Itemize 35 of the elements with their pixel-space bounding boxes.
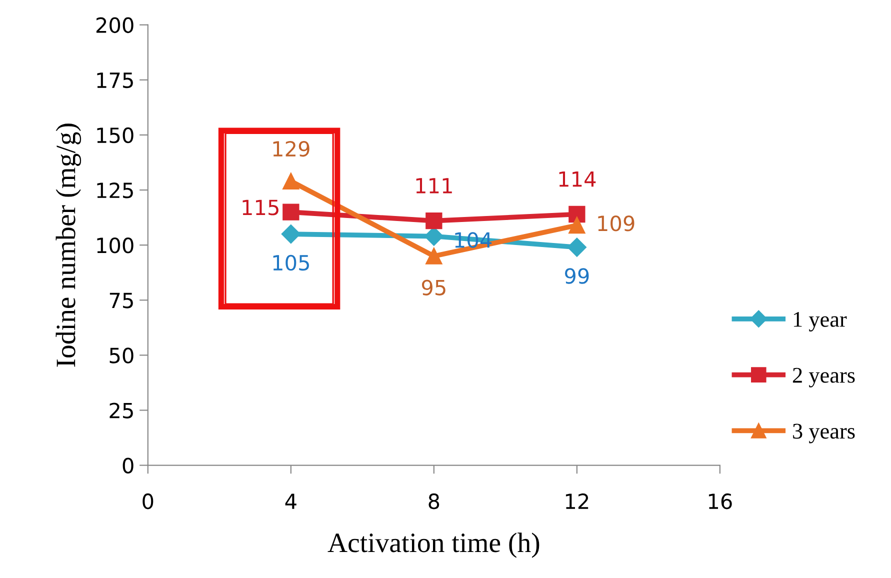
legend-label: 2 years — [792, 368, 855, 388]
legend-label: 1 year — [794, 312, 847, 332]
data-label: 95 — [422, 280, 446, 296]
x-tick-label: 16 — [708, 493, 732, 510]
x-tick-label: 4 — [285, 494, 296, 509]
data-label: 109 — [598, 216, 634, 232]
legend-label: 3 years — [793, 424, 855, 444]
point — [281, 224, 300, 244]
data-label: 99 — [564, 268, 589, 284]
data-label: 114 — [559, 171, 596, 187]
y-tick-label: 125 — [97, 182, 133, 198]
point — [568, 216, 586, 234]
y-axis-title: Iodine number (mg/g) — [56, 124, 82, 367]
data-label: 105 — [273, 254, 309, 271]
y-tick-label: 0 — [122, 458, 134, 474]
point — [426, 212, 442, 230]
point — [282, 204, 300, 220]
point — [426, 248, 442, 264]
data-label: 129 — [273, 140, 310, 157]
y-tick-label: 75 — [110, 292, 133, 308]
x-axis-title: Activation time (h) — [328, 532, 540, 558]
data-label: 115 — [242, 200, 278, 216]
y-tick-label: 200 — [96, 17, 134, 34]
y-tick-label: 25 — [110, 402, 133, 418]
x-tick-label: 0 — [142, 493, 154, 510]
y-tick-label: 175 — [97, 72, 133, 88]
point — [568, 206, 586, 223]
y-tick-label: 100 — [97, 238, 134, 254]
x-tick-label: 12 — [566, 493, 588, 509]
data-label: 111 — [416, 178, 452, 194]
point — [567, 238, 586, 257]
point — [282, 172, 300, 190]
x-tick-label: 8 — [428, 493, 440, 510]
y-tick-label: 150 — [97, 127, 134, 144]
y-tick-label: 50 — [110, 348, 134, 364]
